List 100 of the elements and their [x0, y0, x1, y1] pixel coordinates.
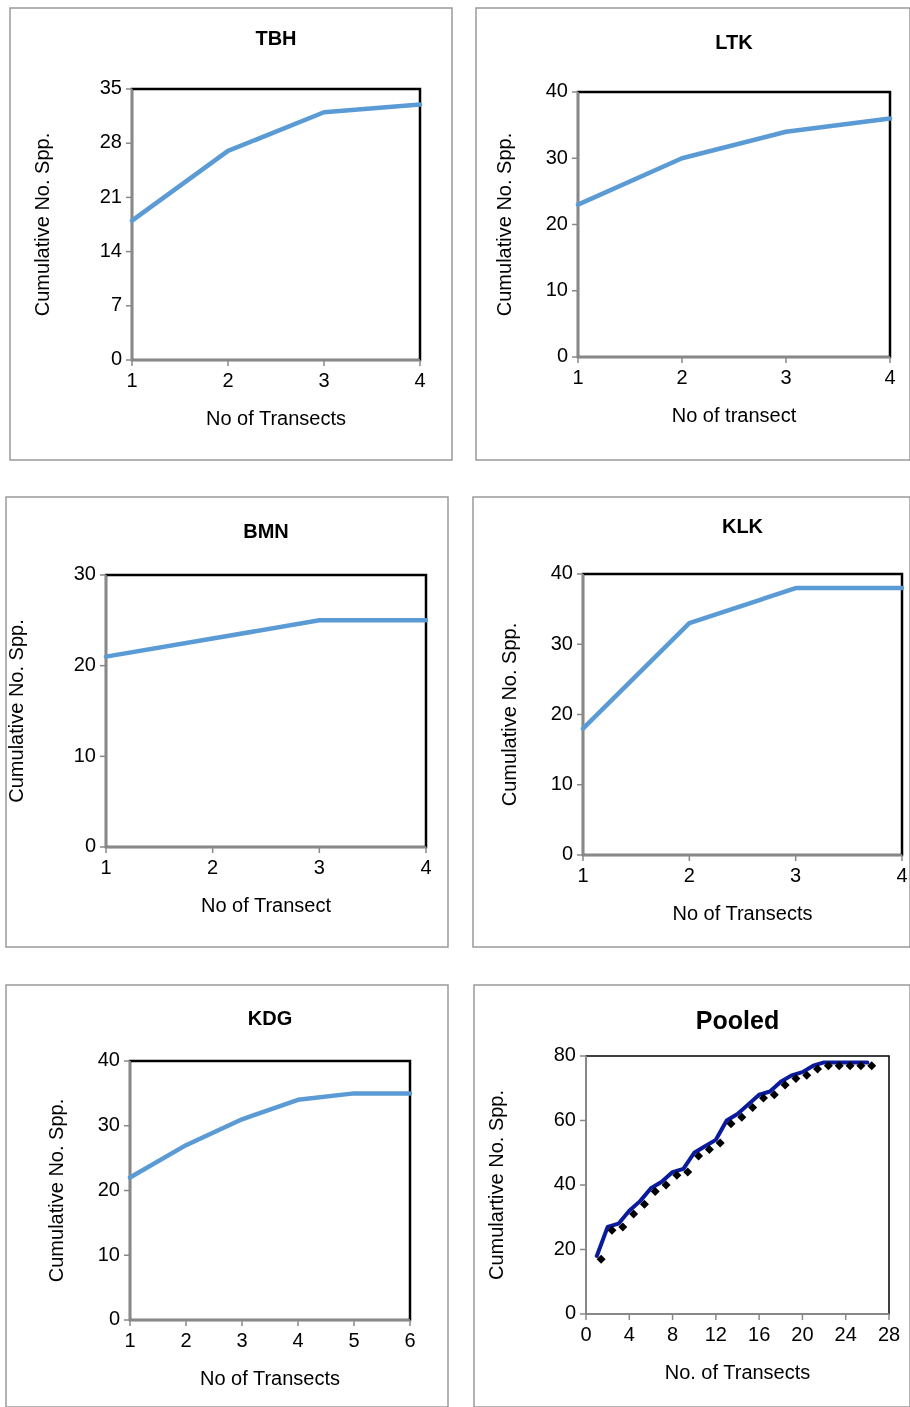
point — [683, 1167, 693, 1177]
x-tick-label: 2 — [180, 1329, 192, 1352]
point — [758, 1093, 768, 1103]
point — [780, 1080, 790, 1090]
x-tick-label: 4 — [884, 366, 896, 389]
x-tick-label: 1 — [100, 856, 112, 879]
x-tick-label: 5 — [348, 1329, 360, 1352]
x-tick-label: 2 — [222, 369, 234, 392]
x-tick-label: 1 — [577, 864, 589, 887]
point — [661, 1180, 671, 1190]
line-series — [127, 1091, 413, 1180]
point — [813, 1064, 823, 1074]
point — [715, 1138, 725, 1148]
x-tick-label: 2 — [683, 864, 695, 887]
y-axis-title: Cumulative No. Spp. — [493, 132, 516, 317]
x-axis-title: No of Transects — [672, 902, 813, 925]
y-tick-label: 10 — [550, 772, 573, 795]
point — [856, 1061, 866, 1071]
y-tick-label: 40 — [97, 1048, 120, 1071]
line-series — [575, 116, 893, 207]
x-tick-label: 1 — [572, 366, 584, 389]
chart-title: LTK — [715, 31, 754, 54]
chart-title: KLK — [721, 515, 764, 538]
x-tick-label: 3 — [318, 369, 330, 392]
y-tick-label: 40 — [545, 79, 568, 102]
y-axis-title: Cumulative No. Spp. — [5, 619, 28, 803]
y-axis-title: Cumulative No. Spp. — [498, 622, 521, 807]
point — [737, 1112, 747, 1122]
x-tick-label: 2 — [676, 366, 688, 389]
x-tick-label: 12 — [704, 1323, 727, 1346]
y-tick-label: 30 — [550, 631, 573, 654]
y-tick-label: 0 — [556, 344, 568, 367]
x-tick-label: 4 — [292, 1329, 304, 1352]
point — [639, 1199, 649, 1209]
x-tick-label: 1 — [126, 369, 138, 392]
x-axis-title: No of Transects — [205, 407, 347, 430]
point — [867, 1061, 877, 1071]
point — [726, 1119, 736, 1129]
y-tick-label: 80 — [553, 1043, 576, 1066]
point — [618, 1222, 628, 1232]
y-tick-label: 60 — [553, 1107, 576, 1130]
y-tick-label: 20 — [97, 1177, 120, 1200]
point — [672, 1170, 682, 1180]
x-axis-title: No of Transect — [200, 894, 332, 917]
y-tick-label: 7 — [110, 293, 122, 316]
point — [629, 1209, 639, 1219]
y-tick-label: 40 — [553, 1172, 576, 1195]
y-tick-label: 20 — [73, 652, 96, 675]
point — [704, 1145, 714, 1155]
point — [823, 1061, 833, 1071]
y-tick-label: 30 — [545, 145, 568, 168]
x-tick-label: 1 — [124, 1329, 136, 1352]
y-tick-label: 30 — [97, 1113, 120, 1136]
x-tick-label: 16 — [748, 1323, 771, 1346]
y-axis-title: Cumulative No. Spp. — [45, 1098, 68, 1283]
y-tick-label: 20 — [553, 1236, 576, 1259]
x-tick-label: 3 — [313, 856, 325, 879]
point — [802, 1070, 812, 1080]
y-tick-label: 0 — [561, 842, 573, 865]
y-tick-label: 0 — [564, 1301, 576, 1324]
point — [834, 1061, 844, 1071]
line-series — [129, 102, 423, 223]
point — [694, 1151, 704, 1161]
y-tick-label: 21 — [99, 184, 122, 207]
chart-title: Pooled — [695, 1005, 780, 1034]
x-tick-label: 4 — [420, 856, 432, 879]
x-tick-label: 20 — [791, 1323, 814, 1346]
x-axis-title: No of transect — [671, 404, 797, 427]
chart-title: BMN — [243, 520, 289, 543]
point — [769, 1090, 779, 1100]
x-tick-label: 8 — [667, 1323, 679, 1346]
chart-title: KDG — [247, 1007, 293, 1030]
point — [845, 1061, 855, 1071]
y-tick-label: 10 — [97, 1242, 120, 1265]
y-tick-label: 40 — [550, 561, 573, 584]
x-tick-label: 4 — [414, 369, 426, 392]
x-tick-label: 0 — [580, 1323, 592, 1346]
y-axis-title: Cumulative No. Spp. — [31, 132, 54, 317]
y-tick-label: 30 — [73, 562, 96, 585]
y-tick-label: 20 — [545, 211, 568, 234]
x-tick-label: 4 — [623, 1323, 635, 1346]
x-tick-label: 6 — [404, 1329, 416, 1352]
x-axis-title: No. of Transects — [664, 1361, 811, 1384]
y-tick-label: 20 — [550, 701, 573, 724]
x-tick-label: 2 — [207, 856, 219, 879]
point — [748, 1103, 758, 1113]
y-tick-label: 0 — [110, 347, 122, 370]
y-axis-title: Cumulartive No. Spp. — [485, 1089, 508, 1281]
y-tick-label: 0 — [84, 834, 96, 857]
chart-title: TBH — [255, 27, 297, 50]
y-tick-label: 0 — [108, 1307, 120, 1330]
x-tick-label: 3 — [790, 864, 802, 887]
y-tick-label: 35 — [99, 76, 122, 99]
y-tick-label: 14 — [99, 238, 122, 261]
x-tick-label: 28 — [877, 1323, 901, 1346]
point — [791, 1074, 801, 1084]
x-tick-label: 3 — [780, 366, 792, 389]
x-axis-title: No of Transects — [199, 1367, 341, 1390]
point — [607, 1225, 617, 1235]
y-tick-label: 28 — [99, 130, 122, 153]
